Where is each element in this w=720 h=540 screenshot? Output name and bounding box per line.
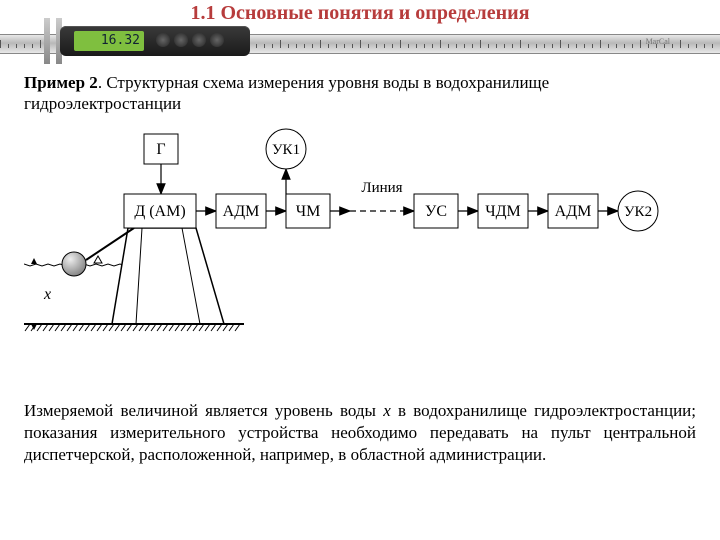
description-paragraph: Измеряемой величиной является уровень во… [24,400,696,466]
svg-text:Д (АМ): Д (АМ) [134,203,185,220]
svg-text:УК1: УК1 [272,142,300,158]
svg-text:x: x [43,286,51,303]
example-caption: Пример 2. Структурная схема измерения ур… [24,72,696,115]
svg-text:Линия: Линия [361,180,402,196]
description-variable: х [383,401,391,420]
description-part-1: Измеряемой величиной является уровень во… [24,401,383,420]
section-title: 1.1 Основные понятия и определения [0,2,720,25]
caliper-lcd: 16.32 [74,31,144,51]
svg-text:УС: УС [425,203,447,220]
svg-text:Г: Г [156,141,165,158]
example-label: Пример 2 [24,73,98,92]
block-diagram: x Линия Г УК1 Д (АМ) АДМ ЧМ УС ЧДМ АДМ УК2 [24,124,696,364]
svg-text:ЧДМ: ЧДМ [485,203,521,220]
example-body: . Структурная схема измерения уровня вод… [24,73,549,113]
caliper-graphic: 16.32 MarCal [0,24,720,58]
svg-text:УК2: УК2 [624,204,652,220]
svg-text:АДМ: АДМ [555,203,592,220]
caliper-brand: MarCal [646,37,670,46]
svg-text:ЧМ: ЧМ [296,203,321,220]
svg-text:АДМ: АДМ [223,203,260,220]
